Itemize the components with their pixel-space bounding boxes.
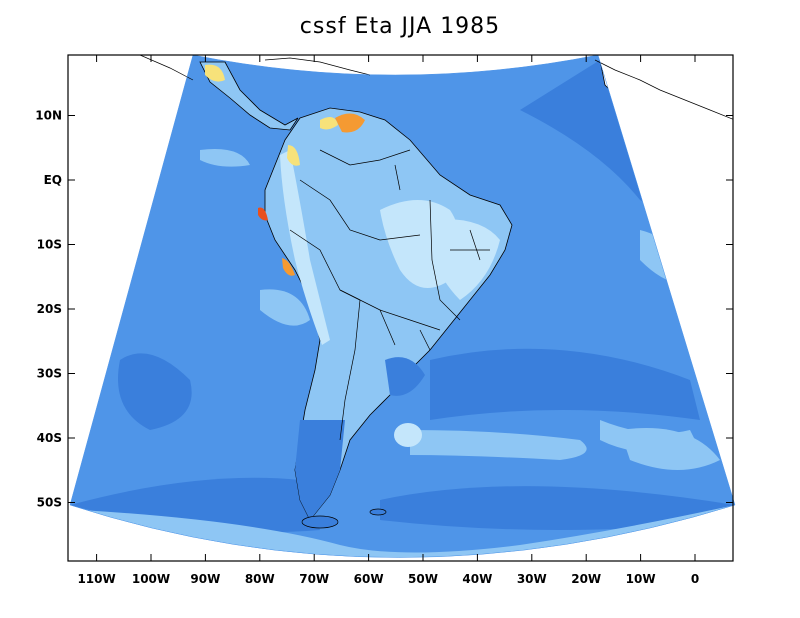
orange-peru-coast <box>282 258 295 276</box>
deep-band-south-pacific <box>118 353 192 430</box>
deep-band-south-atlantic <box>430 348 700 420</box>
lon-tick-label: 0 <box>691 572 699 586</box>
outside-domain-coastlines <box>139 55 733 120</box>
lat-tick-label: 50S <box>37 496 62 510</box>
lat-tick-label: 10N <box>35 109 62 123</box>
country-borders <box>289 149 490 441</box>
lat-tick-label: 20S <box>37 302 62 316</box>
lat-tick-label: 10S <box>37 238 62 252</box>
falkland-islands <box>369 508 387 516</box>
deep-andes-south <box>295 420 345 520</box>
yellow-central-america <box>205 64 225 82</box>
lon-tick-label: 110W <box>77 572 115 586</box>
pale-patch-atlantic <box>394 423 422 447</box>
latitude-axis: 10N EQ 10S 20S 30S 40S 50S <box>35 109 733 510</box>
deep-uruguay-region <box>385 357 425 396</box>
lon-tick-label: 70W <box>299 572 329 586</box>
lon-tick-label: 30W <box>517 572 547 586</box>
andes-highlands <box>280 150 330 345</box>
tierra-del-fuego <box>301 515 339 529</box>
plot-frame <box>67 54 734 562</box>
light-patch-north-atlantic <box>600 420 700 454</box>
lon-tick-label: 60W <box>354 572 384 586</box>
red-peru-coast <box>258 207 268 221</box>
lon-tick-label: 50W <box>408 572 438 586</box>
lat-tick-label: EQ <box>44 173 62 187</box>
light-band-south <box>70 505 735 558</box>
lat-tick-label: 30S <box>37 367 62 381</box>
model-domain <box>70 55 735 558</box>
lon-tick-label: 20W <box>571 572 601 586</box>
yellow-colombia <box>287 145 300 166</box>
orange-venezuela-hotspot <box>335 113 365 133</box>
lon-tick-label: 90W <box>190 572 220 586</box>
map-title: cssf Eta JJA 1985 <box>299 14 501 39</box>
light-patch-tropical <box>200 149 250 167</box>
light-patch-pacific <box>260 289 310 326</box>
light-band-atlantic <box>410 430 587 460</box>
lon-tick-label: 10W <box>626 572 656 586</box>
lon-tick-label: 100W <box>132 572 170 586</box>
pale-brazil-east <box>430 219 500 300</box>
deep-band-southeast <box>380 486 735 530</box>
lat-tick-label: 40S <box>37 431 62 445</box>
longitude-axis: 110W 100W 90W 80W 70W 60W 50W 40W 30W 20W 10W 0 <box>77 55 699 586</box>
domain-boundary <box>69 54 736 558</box>
lon-tick-label: 80W <box>245 572 275 586</box>
yellow-venezuela <box>320 116 338 130</box>
lon-tick-label: 40W <box>462 572 492 586</box>
